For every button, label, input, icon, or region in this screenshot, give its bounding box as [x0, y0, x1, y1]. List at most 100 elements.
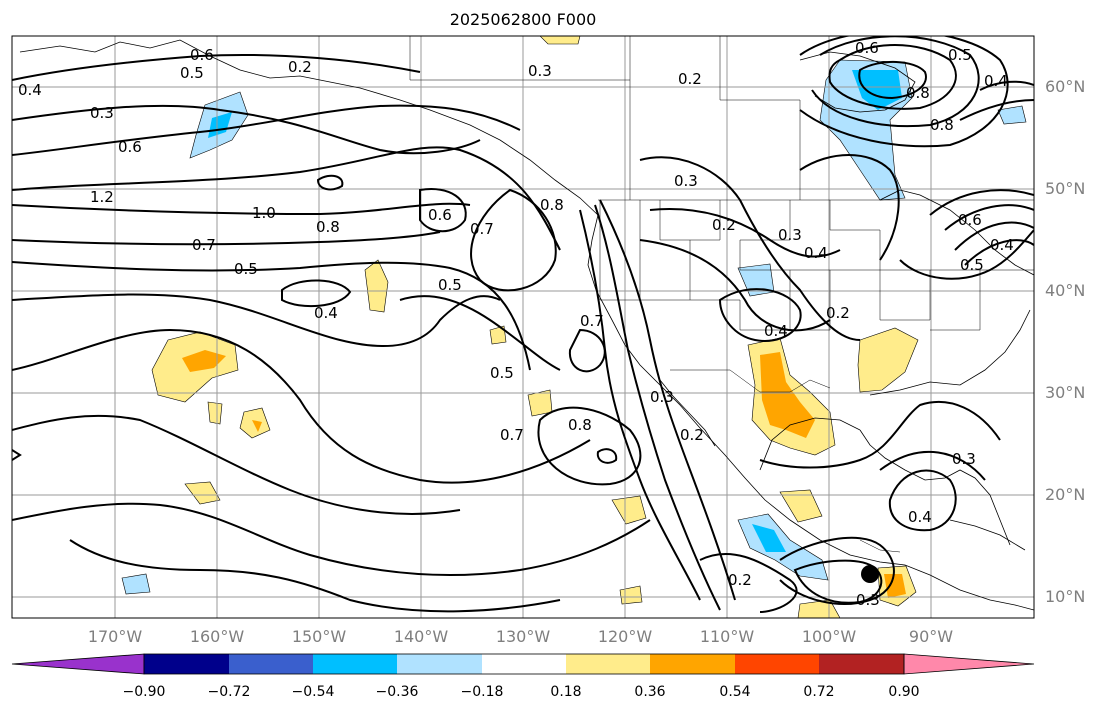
- lon-label: 170°W: [87, 627, 143, 646]
- contour-label: 0.8: [540, 196, 564, 214]
- shade-yellow-offshore: [527, 389, 553, 417]
- colorbar-tick: −0.36: [375, 684, 419, 700]
- lon-label: 130°W: [495, 627, 551, 646]
- contour-label: 0.5: [234, 260, 258, 278]
- contour-label: 0.5: [948, 46, 972, 64]
- coastlines: [19, 39, 1034, 611]
- contour-label: 0.4: [804, 244, 828, 262]
- contour-label: 0.4: [18, 81, 42, 99]
- contour-label: 0.3: [528, 62, 552, 80]
- contour-label: 0.6: [855, 39, 879, 57]
- colorbar-swatch: [397, 654, 482, 674]
- shade-orange-mexico: [760, 352, 815, 438]
- contour-label: 0.4: [764, 322, 788, 340]
- lon-label: 140°W: [393, 627, 449, 646]
- lat-label: 10°N: [1045, 587, 1086, 606]
- contour-label: 0.7: [470, 220, 494, 238]
- contour-label: 0.3: [650, 388, 674, 406]
- contour-label: 0.4: [314, 304, 338, 322]
- graticule: [12, 36, 1034, 618]
- shade-yellow-baja: [611, 495, 647, 525]
- shade-blue-west-npac: [121, 573, 151, 595]
- shade-orange-npac-small3: [252, 420, 262, 432]
- contour-label: 0.5: [438, 276, 462, 294]
- lat-label: 20°N: [1045, 485, 1086, 504]
- contour-label: 0.8: [316, 218, 340, 236]
- contour-label: 0.4: [984, 72, 1008, 90]
- contour-label: 0.2: [712, 216, 736, 234]
- colorbar-tick: −0.72: [207, 684, 251, 700]
- storm-center-dot: [861, 565, 879, 583]
- contour-label-group: 0.6 0.5 0.2 0.3 0.2 0.6 0.5 0.4 0.8 0.4 …: [18, 39, 1014, 609]
- contour-label: 0.8: [568, 416, 592, 434]
- contour-label: 0.3: [90, 104, 114, 122]
- colorbar-tick: 0.90: [888, 684, 920, 700]
- shade-yellow-npac-small1: [364, 259, 389, 313]
- map-panel: [12, 36, 1034, 618]
- colorbar-tick: 0.54: [719, 684, 751, 700]
- shade-yellow-topcenter: [539, 36, 581, 45]
- shade-yellow-pacific-mex: [779, 489, 823, 523]
- contour-label: 0.3: [856, 591, 880, 609]
- shade-orange-hawaii: [182, 350, 226, 372]
- contour-label: 0.3: [778, 226, 802, 244]
- colorbar-extend-right: [903, 653, 1035, 675]
- contour-label: 0.7: [580, 312, 604, 330]
- contour-label: 0.3: [674, 172, 698, 190]
- contour-label: 0.2: [288, 58, 312, 76]
- political-borders: [409, 36, 1034, 553]
- colorbar-swatch: [566, 654, 650, 674]
- contour-label: 0.4: [990, 236, 1014, 254]
- shade-blue-mexico-core: [752, 524, 786, 552]
- lat-label: 60°N: [1045, 77, 1086, 96]
- colorbar-tick: −0.90: [122, 684, 166, 700]
- contour-label: 1.2: [90, 188, 114, 206]
- contour-label: 0.6: [190, 46, 214, 64]
- shade-yellow-npac-small4: [207, 401, 223, 425]
- shade-blue-alaska-core: [208, 112, 232, 138]
- shade-yellow-npac-small5: [184, 481, 221, 505]
- colorbar-extend-left: [11, 653, 145, 675]
- contour-label: 0.5: [490, 364, 514, 382]
- colorbar-swatch: [482, 654, 566, 674]
- contour-label: 0.2: [680, 426, 704, 444]
- contour-label: 0.6: [958, 211, 982, 229]
- lon-label: 150°W: [291, 627, 347, 646]
- contour-label: 0.2: [826, 304, 850, 322]
- contour-label: 0.6: [118, 138, 142, 156]
- lon-label: 100°W: [801, 627, 857, 646]
- shade-orange-storm: [884, 574, 906, 598]
- lon-label: 110°W: [699, 627, 755, 646]
- colorbar-swatch: [819, 654, 904, 674]
- shade-blue-ne: [997, 105, 1027, 125]
- contour-label: 0.7: [500, 426, 524, 444]
- contour-label: 0.5: [180, 64, 204, 82]
- contour-label: 1.0: [252, 204, 276, 222]
- lon-label: 90°W: [908, 627, 954, 646]
- colorbar-swatch: [313, 654, 397, 674]
- contour-label: 0.6: [428, 206, 452, 224]
- colorbar: [11, 653, 1035, 675]
- map-frame: [11, 35, 1035, 619]
- contour-label: 0.2: [678, 70, 702, 88]
- contour-label: 0.8: [906, 84, 930, 102]
- shade-blue-hudson-core: [852, 70, 902, 110]
- colorbar-swatch: [735, 654, 819, 674]
- colorbar-swatch: [650, 654, 735, 674]
- contour-label: 0.2: [728, 571, 752, 589]
- colorbar-tick: 0.72: [803, 684, 835, 700]
- contour-label: 0.4: [908, 508, 932, 526]
- lon-label: 120°W: [597, 627, 653, 646]
- shade-yellow-texas: [857, 327, 919, 393]
- map-title: 2025062800 F000: [449, 10, 597, 29]
- colorbar-swatch: [144, 654, 229, 674]
- lon-label: 160°W: [189, 627, 245, 646]
- lat-label: 30°N: [1045, 383, 1086, 402]
- contour-label: 0.7: [192, 236, 216, 254]
- lat-label: 40°N: [1045, 281, 1086, 300]
- colorbar-tick: −0.54: [291, 684, 335, 700]
- colorbar-tick: 0.36: [634, 684, 666, 700]
- colorbar-swatch: [229, 654, 313, 674]
- contour-label: 0.8: [930, 116, 954, 134]
